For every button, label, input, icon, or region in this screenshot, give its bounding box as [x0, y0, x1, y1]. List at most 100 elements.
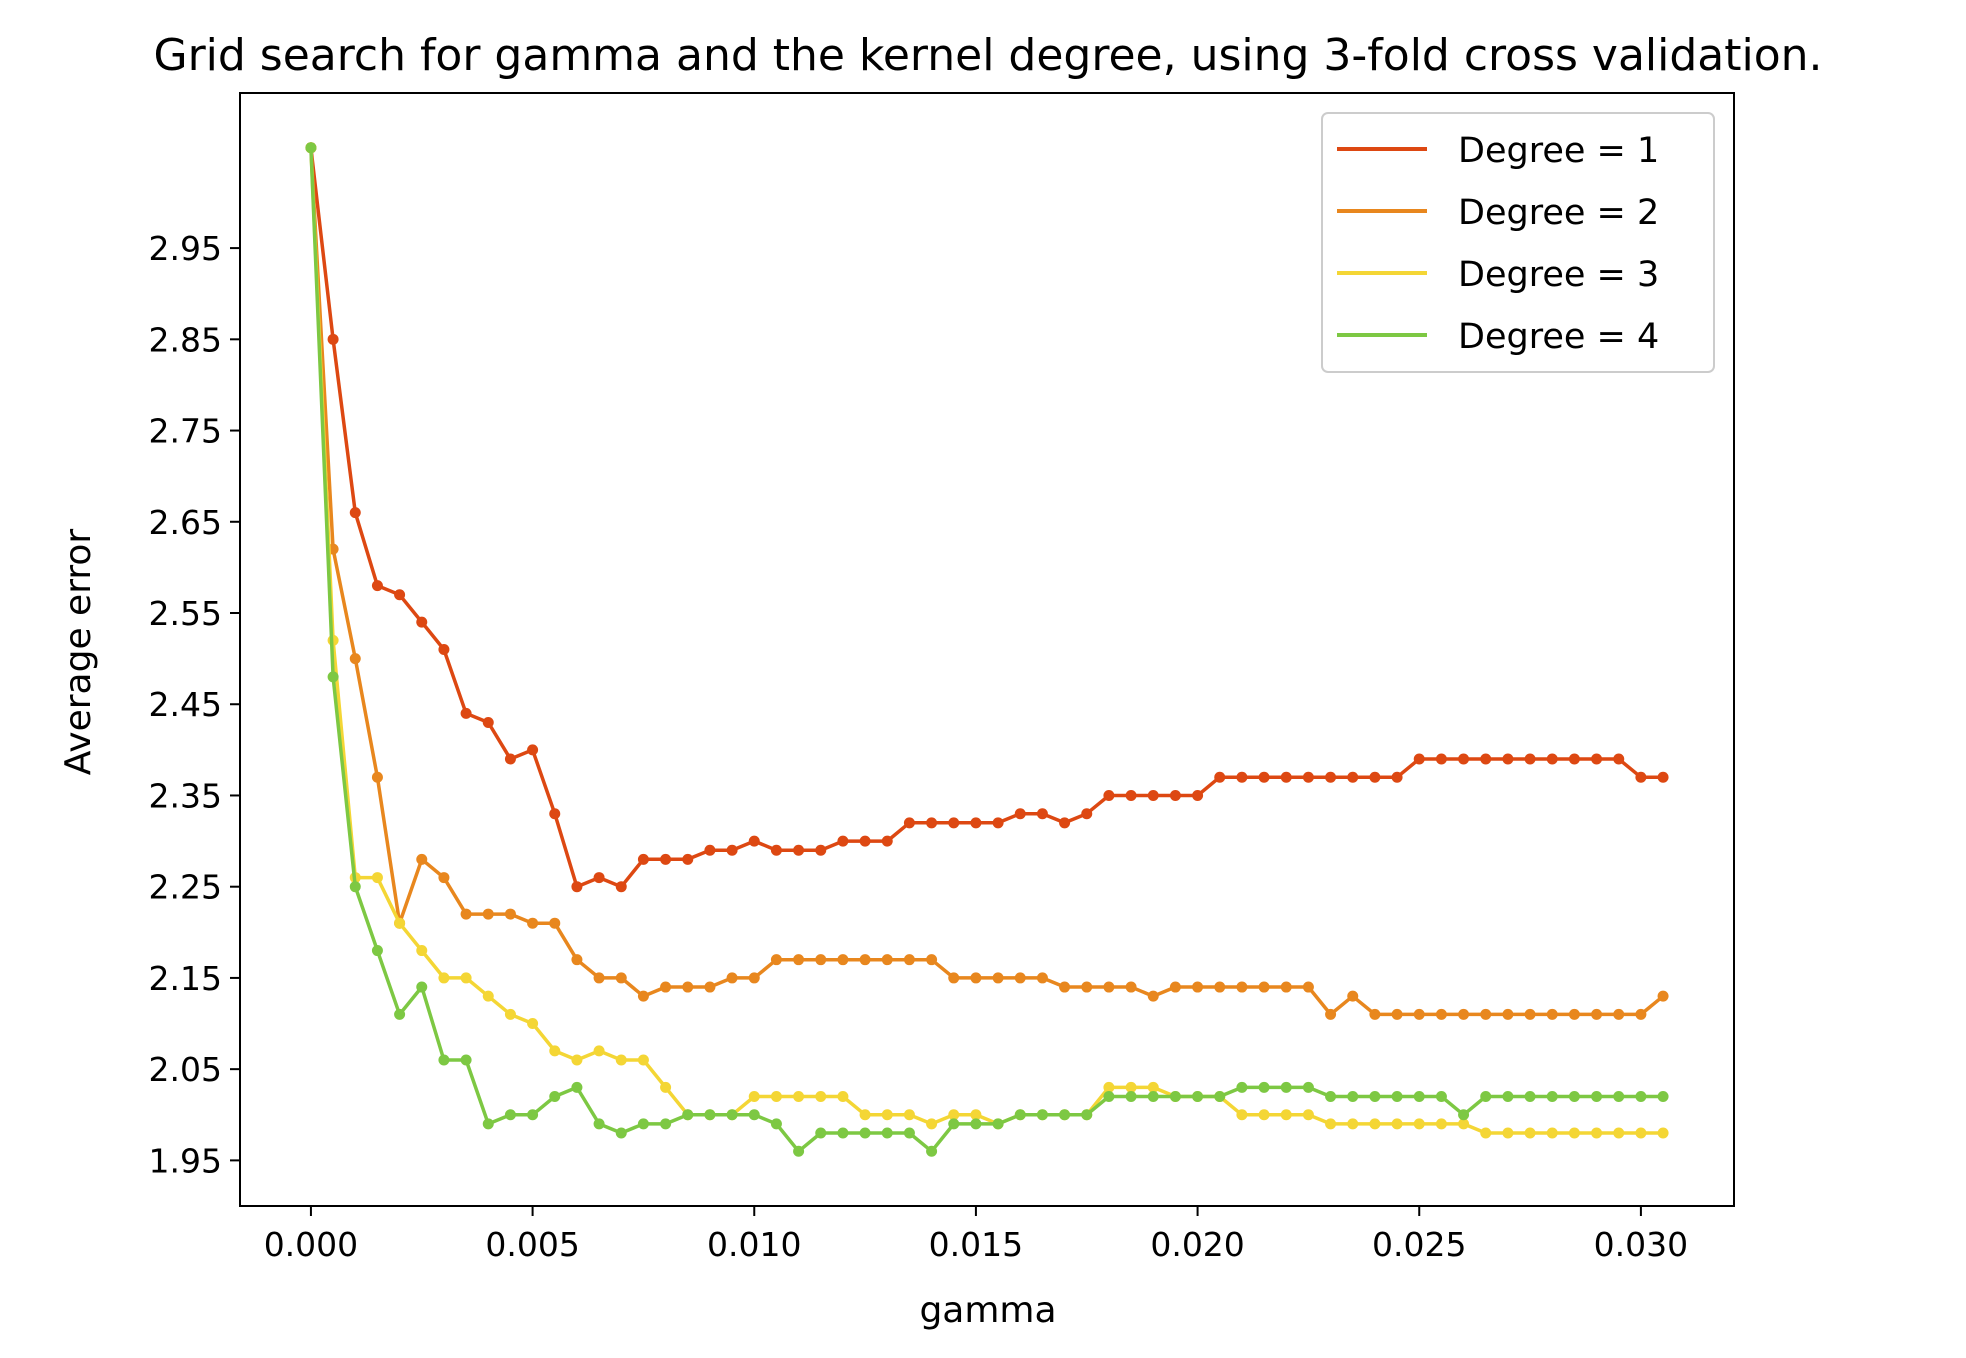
- data-point: [881, 835, 893, 847]
- data-point: [992, 1118, 1004, 1130]
- data-point: [615, 1127, 627, 1139]
- data-point: [1036, 808, 1048, 820]
- data-point: [1147, 789, 1159, 801]
- data-point: [527, 1018, 539, 1030]
- data-point: [1236, 1109, 1248, 1121]
- data-point: [859, 1109, 871, 1121]
- data-point: [1546, 1127, 1558, 1139]
- x-tick-label: 0.010: [707, 1225, 801, 1264]
- data-point: [1635, 771, 1647, 783]
- data-point: [416, 616, 428, 628]
- data-point: [1125, 789, 1137, 801]
- y-tick-label: 2.45: [149, 685, 222, 724]
- data-point: [660, 981, 672, 993]
- data-point: [1302, 981, 1314, 993]
- data-point: [482, 1118, 494, 1130]
- data-point: [1347, 1118, 1359, 1130]
- data-point: [1081, 981, 1093, 993]
- data-point: [770, 1091, 782, 1103]
- data-point: [815, 1127, 827, 1139]
- data-point: [504, 1109, 516, 1121]
- data-point: [327, 333, 339, 345]
- data-point: [460, 908, 472, 920]
- data-point: [793, 1091, 805, 1103]
- data-point: [770, 1118, 782, 1130]
- data-point: [637, 1118, 649, 1130]
- y-tick-label: 2.05: [149, 1050, 222, 1089]
- data-point: [504, 1008, 516, 1020]
- data-point: [704, 844, 716, 856]
- data-point: [748, 972, 760, 984]
- data-point: [903, 1109, 915, 1121]
- data-point: [903, 1127, 915, 1139]
- data-point: [1502, 1091, 1514, 1103]
- data-point: [1613, 1091, 1625, 1103]
- data-point: [1524, 1008, 1536, 1020]
- data-point: [748, 1109, 760, 1121]
- data-point: [438, 972, 450, 984]
- data-point: [1657, 771, 1669, 783]
- data-point: [1258, 1109, 1270, 1121]
- data-point: [482, 990, 494, 1002]
- data-point: [1546, 1091, 1558, 1103]
- data-point: [1657, 1091, 1669, 1103]
- data-point: [1147, 990, 1159, 1002]
- data-point: [1613, 1008, 1625, 1020]
- data-point: [726, 1109, 738, 1121]
- data-point: [1591, 1008, 1603, 1020]
- data-point: [748, 835, 760, 847]
- data-point: [1347, 1091, 1359, 1103]
- y-tick-label: 1.95: [149, 1141, 222, 1180]
- data-point: [1059, 981, 1071, 993]
- legend-item: Degree = 1: [1337, 131, 1659, 171]
- x-axis-label: gamma: [919, 1290, 1056, 1331]
- data-point: [416, 853, 428, 865]
- data-point: [1480, 753, 1492, 765]
- data-point: [1458, 1118, 1470, 1130]
- data-point: [1103, 1081, 1115, 1093]
- data-point: [948, 1109, 960, 1121]
- data-point: [1480, 1008, 1492, 1020]
- data-point: [726, 972, 738, 984]
- data-point: [1192, 789, 1204, 801]
- y-tick-label: 2.75: [149, 412, 222, 451]
- data-point: [504, 753, 516, 765]
- series-degree-4: [305, 142, 1669, 1157]
- data-point: [1591, 753, 1603, 765]
- data-point: [1302, 1109, 1314, 1121]
- data-point: [1413, 1091, 1425, 1103]
- data-point: [1214, 1091, 1226, 1103]
- data-point: [1568, 1091, 1580, 1103]
- y-tick-label: 2.95: [149, 229, 222, 268]
- data-point: [1591, 1091, 1603, 1103]
- data-point: [482, 908, 494, 920]
- data-point: [1568, 1127, 1580, 1139]
- data-point: [992, 817, 1004, 829]
- series-degree-1: [305, 142, 1669, 893]
- data-point: [1435, 1008, 1447, 1020]
- data-point: [1391, 1118, 1403, 1130]
- data-point: [394, 1008, 406, 1020]
- data-point: [615, 972, 627, 984]
- data-point: [571, 1054, 583, 1066]
- y-tick-label: 2.55: [149, 594, 222, 633]
- data-point: [859, 954, 871, 966]
- data-point: [1369, 1091, 1381, 1103]
- data-point: [660, 1118, 672, 1130]
- data-point: [815, 844, 827, 856]
- data-point: [1081, 1109, 1093, 1121]
- data-point: [1391, 771, 1403, 783]
- y-axis: 1.95 2.05 2.15 2.25 2.35 2.45 2.55 2.65 2.75 2.85…: [149, 229, 240, 1180]
- data-point: [1280, 771, 1292, 783]
- data-point: [1546, 1008, 1558, 1020]
- data-point: [527, 1109, 539, 1121]
- data-point: [1391, 1008, 1403, 1020]
- data-point: [1502, 1008, 1514, 1020]
- data-point: [770, 954, 782, 966]
- legend-label: Degree = 2: [1458, 193, 1659, 233]
- data-point: [394, 917, 406, 929]
- data-point: [593, 1118, 605, 1130]
- legend-box: [1321, 112, 1715, 373]
- data-point: [1302, 1081, 1314, 1093]
- data-point: [1192, 1091, 1204, 1103]
